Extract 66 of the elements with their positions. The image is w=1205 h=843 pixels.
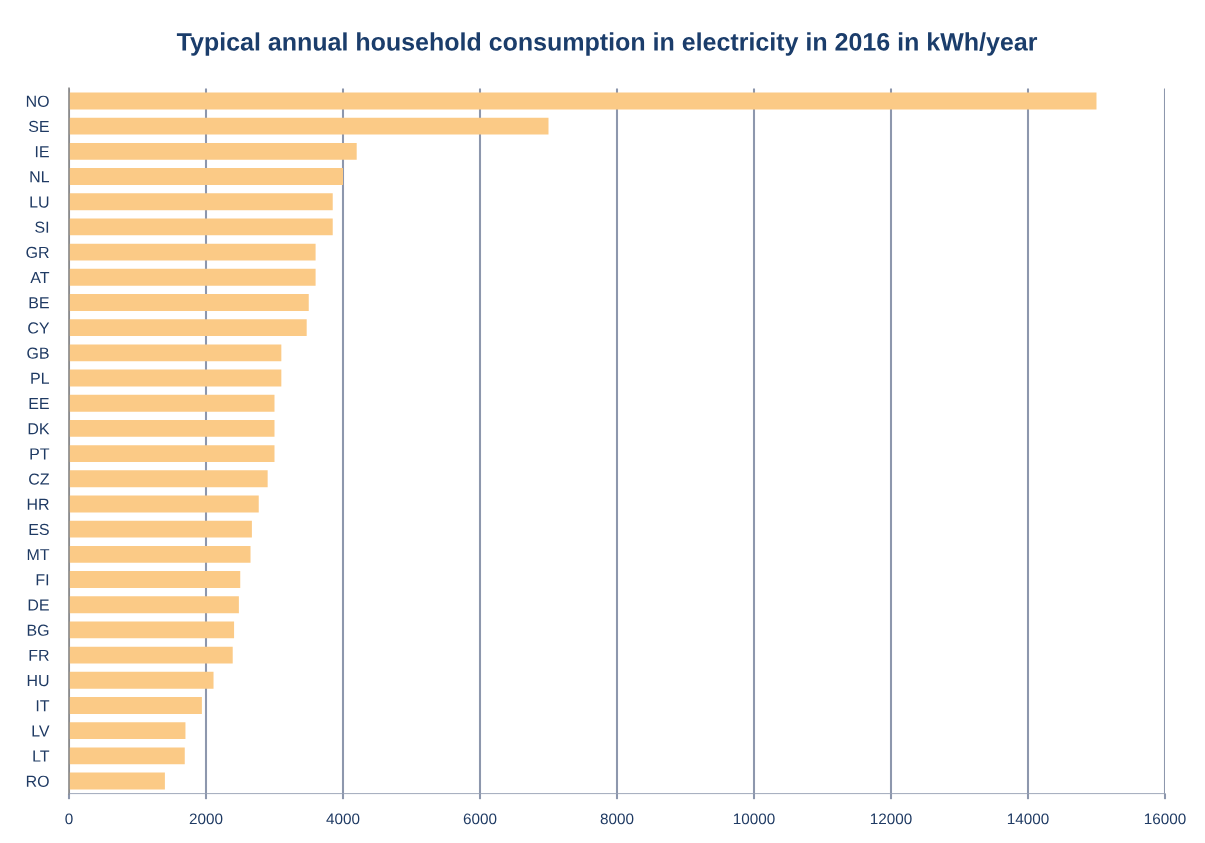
bar xyxy=(69,697,202,714)
y-tick-label: PL xyxy=(31,372,50,384)
y-tick-label: FI xyxy=(36,574,49,586)
bar xyxy=(69,394,275,412)
bar xyxy=(69,369,282,387)
x-tick-label: 0 xyxy=(65,813,73,825)
bar xyxy=(69,142,357,160)
y-tick-label: AT xyxy=(30,272,50,284)
y-tick-label: NO xyxy=(26,95,49,107)
x-tick-label: 16000 xyxy=(1144,813,1186,825)
bar xyxy=(69,344,282,362)
y-tick-label: LU xyxy=(30,196,49,208)
y-tick-label: SI xyxy=(35,221,49,233)
bar xyxy=(69,571,241,588)
y-tick-label: PT xyxy=(30,448,50,460)
x-tick-label: 8000 xyxy=(600,813,634,825)
bar xyxy=(69,218,333,236)
y-tick-label: BG xyxy=(27,624,49,636)
bar xyxy=(69,545,251,563)
bar xyxy=(69,294,309,311)
bar xyxy=(69,722,186,740)
y-tick-label: IE xyxy=(35,146,49,158)
bar xyxy=(69,319,307,337)
y-tick-label: EE xyxy=(29,398,49,410)
bar xyxy=(69,445,275,463)
bar xyxy=(69,495,259,513)
y-tick-label: ES xyxy=(29,523,49,536)
y-tick-label: FR xyxy=(29,649,49,661)
bar xyxy=(69,470,268,488)
bar xyxy=(69,646,233,664)
y-tick-label: MT xyxy=(27,549,50,561)
y-tick-label: RO xyxy=(26,775,49,787)
bar xyxy=(69,621,235,639)
y-tick-label: GR xyxy=(26,246,49,259)
y-tick-label: SE xyxy=(28,120,49,133)
y-tick-label: NL xyxy=(30,171,50,183)
bar xyxy=(69,596,239,614)
bar xyxy=(69,520,252,538)
y-tick-label: HU xyxy=(27,675,49,687)
y-tick-label: CZ xyxy=(29,473,50,485)
y-tick-label: DK xyxy=(28,423,50,435)
bar xyxy=(69,419,275,437)
y-tick-label: CY xyxy=(28,322,50,334)
bar xyxy=(69,117,549,135)
x-tick-label: 6000 xyxy=(463,813,497,825)
bar xyxy=(69,268,316,286)
x-tick-label: 2000 xyxy=(189,813,223,825)
bar xyxy=(69,671,214,689)
y-tick-label: GB xyxy=(27,347,49,359)
x-tick-label: 10000 xyxy=(733,813,775,825)
y-tick-label: LT xyxy=(33,750,50,762)
y-tick-label: LV xyxy=(32,725,50,737)
bar xyxy=(69,772,165,790)
y-tick-label: BE xyxy=(29,297,49,309)
bar xyxy=(69,747,185,765)
x-tick-label: 14000 xyxy=(1007,813,1049,825)
y-tick-label: DE xyxy=(28,599,49,611)
bar xyxy=(69,193,333,211)
bar xyxy=(69,92,1097,110)
bar xyxy=(69,243,316,261)
y-tick-label: HR xyxy=(27,498,49,510)
chart-title: Typical annual household consumption in electricity in 2016 in kWh/year xyxy=(176,32,1038,56)
x-tick-label: 12000 xyxy=(870,813,912,825)
bar xyxy=(69,168,343,185)
x-tick-label: 4000 xyxy=(326,813,360,825)
y-tick-label: IT xyxy=(36,700,50,712)
